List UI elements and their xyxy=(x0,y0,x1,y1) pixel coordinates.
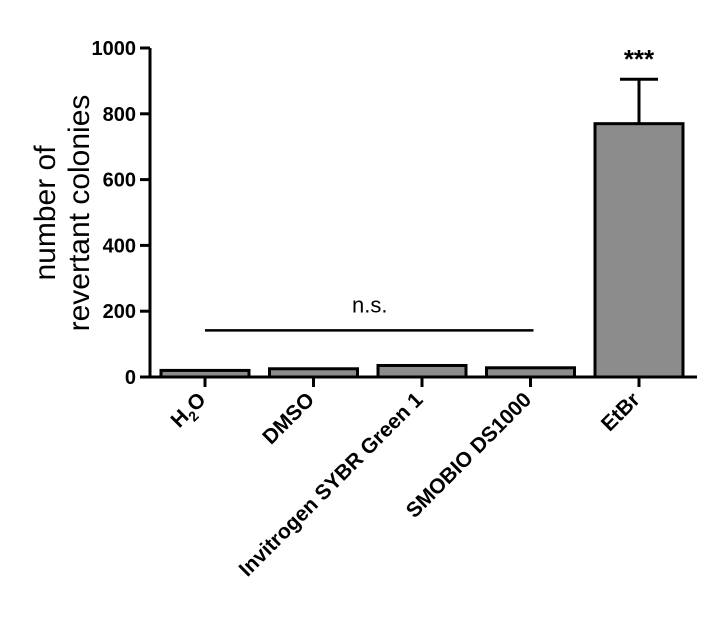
y-tick-label: 400 xyxy=(103,235,136,257)
y-tick-label: 800 xyxy=(103,104,136,126)
bar xyxy=(376,363,468,379)
x-tick-label: Invitrogen SYBR Green 1 xyxy=(235,388,428,581)
significance-stars: *** xyxy=(624,44,655,74)
bars-group xyxy=(159,77,685,379)
y-axis: 0 200 400 600 800 1000 xyxy=(92,38,152,389)
y-axis-title-line-1: number of xyxy=(29,145,62,281)
bar xyxy=(593,122,685,379)
y-tick-label: 0 xyxy=(125,367,136,389)
y-tick-label: 1000 xyxy=(92,38,137,60)
bar xyxy=(159,368,251,379)
annotations-group: n.s. *** xyxy=(205,44,655,332)
y-tick-label: 600 xyxy=(103,170,136,192)
bar xyxy=(485,366,576,379)
y-tick-label: 200 xyxy=(103,301,136,323)
x-tick-label: DMSO xyxy=(258,388,319,449)
ns-label: n.s. xyxy=(352,292,387,317)
y-axis-title-line-2: revertant colonies xyxy=(63,95,96,332)
x-tick-label: EtBr xyxy=(597,388,645,436)
x-tick-label: H2O xyxy=(166,388,213,435)
bar xyxy=(268,367,359,379)
